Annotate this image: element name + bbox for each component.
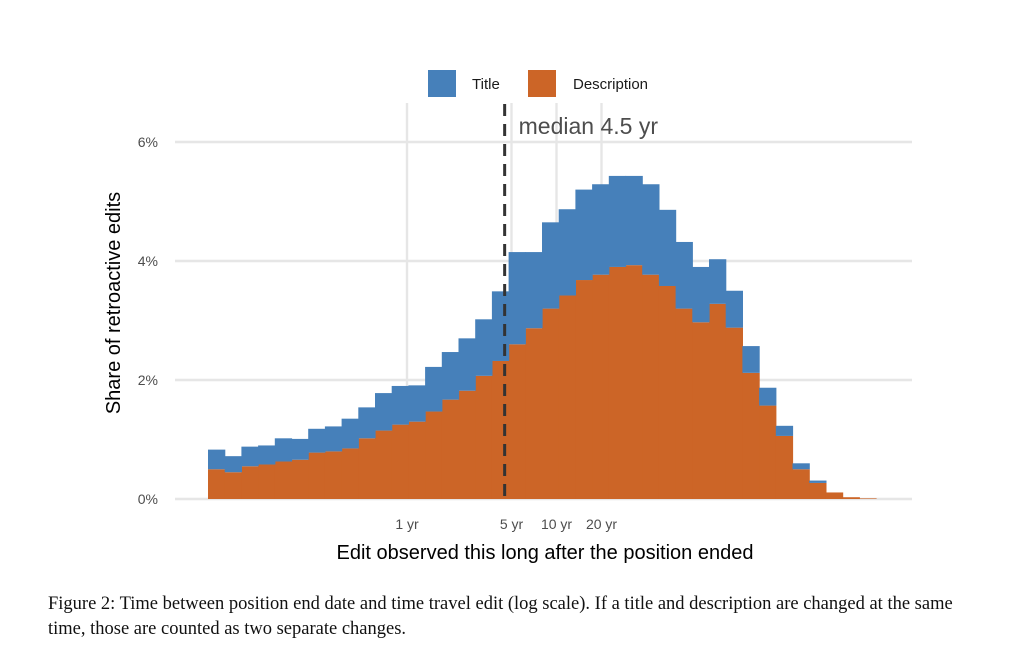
bar-title xyxy=(391,385,409,425)
bar-title xyxy=(792,463,810,470)
bar-description xyxy=(809,482,827,499)
y-tick-label: 2% xyxy=(138,372,158,388)
bar-description xyxy=(642,274,660,499)
bar-description xyxy=(258,464,276,499)
bar-title xyxy=(759,387,777,406)
bar-title xyxy=(575,189,593,281)
bar-title xyxy=(642,184,660,275)
legend-swatch-title xyxy=(428,70,456,97)
bar-description xyxy=(274,461,293,499)
bar-title xyxy=(408,385,426,422)
bar-description xyxy=(341,448,359,499)
bar-description xyxy=(291,459,309,499)
bar-description xyxy=(859,498,877,499)
bar-title xyxy=(525,252,543,329)
x-tick-label: 1 yr xyxy=(395,516,419,532)
bar-description xyxy=(542,308,560,499)
x-tick-labels: 1 yr 5 yr 10 yr 20 yr xyxy=(395,516,617,532)
x-axis-title: Edit observed this long after the positi… xyxy=(337,542,754,564)
bar-description xyxy=(825,492,844,499)
bar-description xyxy=(241,466,259,499)
y-tick-label: 6% xyxy=(138,134,158,150)
bar-description xyxy=(358,438,376,499)
bar-title xyxy=(208,449,226,470)
bar-title xyxy=(258,445,276,465)
bar-title xyxy=(692,266,710,323)
bar-description xyxy=(475,375,493,499)
bar-description xyxy=(709,303,727,499)
bar-title xyxy=(658,209,677,286)
bar-title xyxy=(274,438,293,462)
x-tick-label: 5 yr xyxy=(500,516,524,532)
bar-description xyxy=(491,360,510,499)
bar-title xyxy=(241,446,259,467)
median-annotation: median 4.5 yr xyxy=(519,113,659,139)
bar-description xyxy=(608,266,627,499)
x-tick-label: 20 yr xyxy=(586,516,617,532)
bar-title xyxy=(809,480,827,483)
bar-description xyxy=(625,265,643,499)
bar-description xyxy=(525,328,543,499)
bar-title xyxy=(375,393,393,431)
bar-title xyxy=(742,346,760,373)
x-tick-label: 10 yr xyxy=(541,516,572,532)
bar-description xyxy=(208,469,226,499)
bar-description xyxy=(842,497,860,499)
bar-description xyxy=(759,405,777,499)
legend-label-title: Title xyxy=(472,76,500,93)
bar-title xyxy=(725,290,743,328)
bar-description xyxy=(458,390,476,499)
bar-title xyxy=(341,418,359,449)
bar-description xyxy=(391,424,409,499)
bar-description xyxy=(675,308,693,499)
legend: Title Description xyxy=(428,70,648,97)
title-bars xyxy=(208,175,827,483)
bar-title xyxy=(775,425,794,436)
y-tick-labels: 0% 2% 4% 6% xyxy=(138,134,158,507)
bar-description xyxy=(408,421,426,499)
bar-description xyxy=(592,274,610,499)
bar-title xyxy=(709,259,727,304)
bar-title xyxy=(358,407,376,439)
bar-title xyxy=(508,252,526,345)
bar-description xyxy=(425,411,443,499)
bar-title xyxy=(475,319,493,376)
bar-description xyxy=(558,295,576,499)
bar-description xyxy=(508,344,526,499)
bar-description xyxy=(224,472,242,499)
bar-description xyxy=(441,399,460,499)
bar-title xyxy=(425,366,443,412)
bar-title xyxy=(491,291,510,361)
bar-title xyxy=(608,175,627,267)
legend-label-description: Description xyxy=(573,76,648,93)
bar-description xyxy=(324,451,343,499)
bar-description xyxy=(725,327,743,499)
bar-title xyxy=(542,222,560,309)
y-tick-label: 0% xyxy=(138,491,158,507)
bar-description xyxy=(658,285,677,499)
bar-description xyxy=(692,322,710,499)
bar-description xyxy=(792,469,810,499)
bar-description xyxy=(775,435,794,499)
bar-title xyxy=(558,209,576,296)
bar-description xyxy=(308,452,326,499)
legend-swatch-description xyxy=(528,70,556,97)
bar-title xyxy=(224,456,242,473)
bar-description xyxy=(575,280,593,499)
figure-caption: Figure 2: Time between position end date… xyxy=(48,594,953,639)
bar-title xyxy=(308,428,326,453)
bar-title xyxy=(291,438,309,460)
y-axis-title: Share of retroactive edits xyxy=(103,192,125,414)
bar-description xyxy=(375,430,393,499)
y-tick-label: 4% xyxy=(138,253,158,269)
bar-title xyxy=(625,175,643,266)
bar-title xyxy=(592,184,610,275)
bar-title xyxy=(324,426,343,452)
bar-title xyxy=(441,352,460,400)
bar-description xyxy=(742,372,760,499)
bar-title xyxy=(675,241,693,309)
bar-title xyxy=(458,338,476,391)
